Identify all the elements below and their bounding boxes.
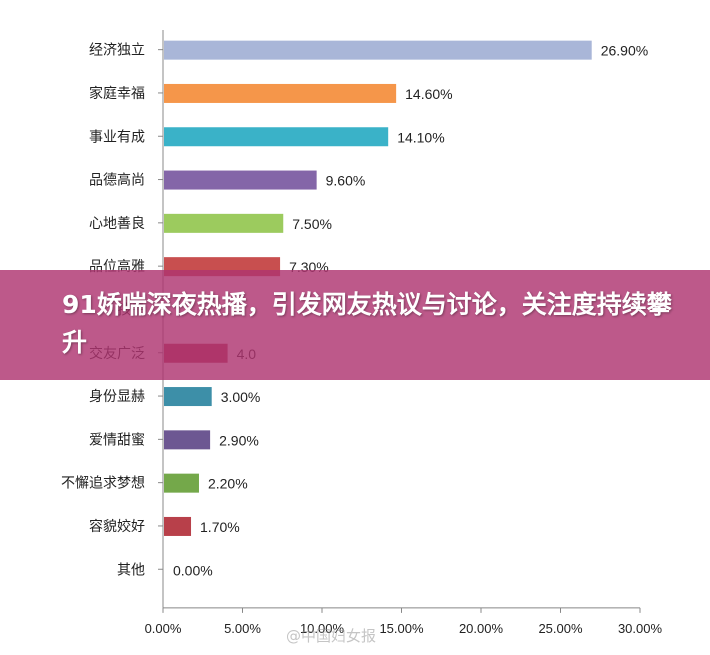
category-label: 经济独立 [89,43,145,59]
bar [164,127,389,147]
value-label: 14.10% [397,129,444,145]
value-label: 2.90% [219,432,259,448]
value-label: 2.20% [208,476,248,492]
value-label: 3.00% [221,389,261,405]
category-label: 爱情甜蜜 [89,432,145,448]
value-label: 9.60% [326,173,366,189]
x-tick-label: 5.00% [224,621,261,636]
value-label: 14.60% [405,86,452,102]
title-banner [0,270,710,380]
value-label: 0.00% [173,562,213,578]
x-tick-label: 15.00% [379,621,424,636]
bar [164,387,212,407]
bar [164,83,397,103]
category-label: 品德高尚 [89,172,145,189]
bar [164,473,199,493]
category-label: 家庭幸福 [89,85,145,102]
value-label: 26.90% [601,43,648,59]
x-tick-label: 25.00% [538,621,583,636]
x-tick-label: 20.00% [459,621,504,636]
bar [164,430,211,450]
banner-title: 91娇喘深夜热播，引发网友热议与讨论，关注度持续攀升 [62,290,672,357]
bar [164,516,192,536]
watermark: @中国妇女报 [286,627,377,645]
bar [164,170,317,190]
x-tick-label: 10.00% [300,621,345,636]
bar [164,40,592,60]
x-tick-label: 30.00% [618,621,663,636]
category-label: 容貌姣好 [89,518,145,535]
category-label: 心地善良 [89,216,145,232]
value-label: 1.70% [200,519,240,535]
x-tick-label: 0.00% [145,621,182,636]
bar [164,213,284,233]
category-label: 事业有成 [89,129,145,145]
value-label: 7.50% [292,216,332,232]
bars [164,40,592,536]
category-label: 不懈追求梦想 [61,475,145,492]
category-label: 身份显赫 [89,389,145,405]
category-label: 其他 [117,562,145,578]
